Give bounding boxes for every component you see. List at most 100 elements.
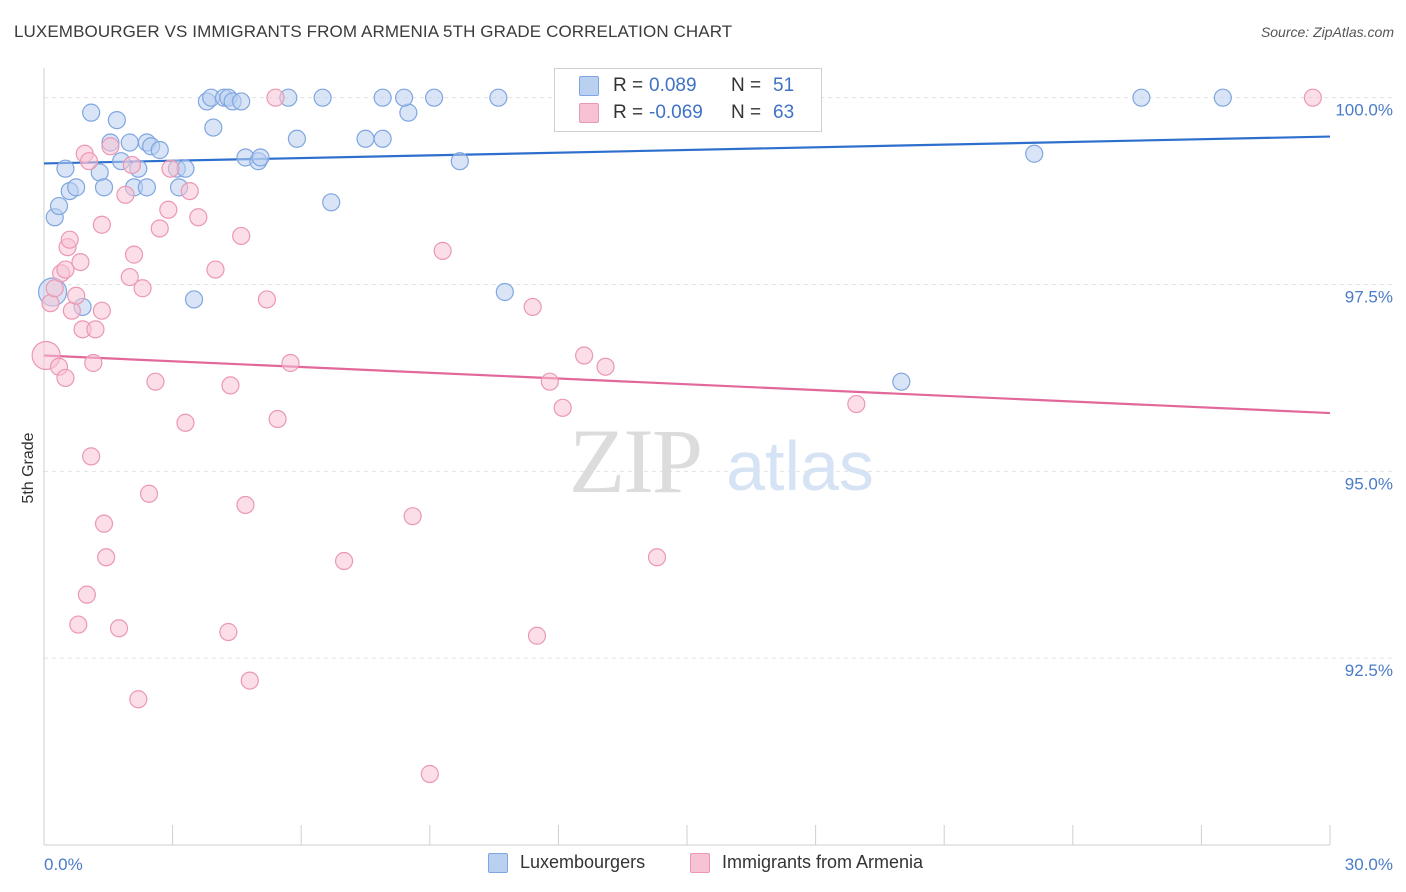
y-tick-label: 97.5% — [1345, 288, 1393, 307]
armenia-point — [527, 626, 547, 645]
armenia-point — [403, 507, 422, 526]
axes — [43, 68, 1331, 846]
armenia-point — [92, 215, 111, 234]
armenia-point — [101, 137, 120, 156]
armenia-point — [56, 260, 75, 279]
armenia-point — [139, 484, 159, 503]
r-value: -0.069 — [649, 102, 703, 123]
armenia-point — [120, 267, 139, 287]
armenia-point — [847, 394, 866, 414]
source-label: Source: ZipAtlas.com — [1260, 24, 1394, 40]
armenia-point — [92, 301, 111, 320]
armenia-point — [553, 398, 572, 417]
n-value: 63 — [773, 102, 795, 123]
y-tick-label: 95.0% — [1345, 474, 1393, 493]
armenia-point — [41, 294, 60, 313]
luxembourger-point — [356, 129, 375, 148]
luxembourger-point — [94, 178, 114, 197]
armenia-trend-line — [43, 354, 1331, 415]
luxembourger-point — [424, 88, 444, 107]
luxembourger-point — [399, 103, 418, 122]
armenia-point — [266, 88, 285, 107]
armenia-point — [45, 279, 64, 298]
gridlines — [44, 97, 1392, 659]
armenia-point — [77, 585, 96, 604]
armenia-point — [133, 279, 152, 298]
armenia-point — [94, 514, 114, 533]
armenia-point — [420, 764, 439, 784]
luxembourger-point — [184, 290, 204, 309]
luxembourger-point — [82, 103, 101, 122]
armenia-point — [176, 413, 195, 432]
luxembourger-point — [67, 178, 86, 197]
luxembourger-point — [56, 159, 75, 178]
luxembourger-point — [1213, 88, 1232, 107]
armenia-point — [232, 226, 251, 246]
armenia-point — [180, 181, 199, 201]
armenia-point — [221, 376, 240, 395]
blue-swatch-icon — [579, 76, 599, 96]
luxembourger-point — [373, 129, 392, 148]
luxembourger-point — [150, 140, 169, 160]
pink-swatch-icon — [579, 103, 599, 123]
luxembourger-point — [892, 372, 911, 391]
y-tick-label: 100.0% — [1335, 101, 1393, 120]
armenia-point — [79, 152, 99, 171]
legend-row-luxembourgers: R = 0.089 N = 51 — [579, 74, 794, 98]
x-tick-label: 30.0% — [1345, 855, 1393, 874]
watermark-atlas: atlas — [726, 427, 874, 505]
luxembourger-point — [137, 178, 156, 197]
armenia-point — [540, 372, 559, 391]
luxembourger-point — [313, 88, 332, 107]
armenia-point — [62, 301, 81, 320]
chart-title: LUXEMBOURGER VS IMMIGRANTS FROM ARMENIA … — [14, 22, 733, 41]
armenia-point — [206, 260, 225, 279]
luxembourger-point — [322, 193, 341, 212]
armenia-point — [575, 346, 594, 365]
luxembourger-point — [49, 196, 69, 216]
armenia-point — [161, 159, 180, 178]
luxembourger-point — [1025, 144, 1044, 163]
armenia-point — [268, 409, 287, 429]
armenia-point — [219, 622, 238, 642]
armenia-point — [71, 252, 90, 272]
legend-item-luxembourgers[interactable]: Luxembourgers — [488, 852, 645, 873]
armenia-point — [116, 185, 135, 204]
luxembourger-point — [120, 133, 139, 152]
watermark: ZIP atlas — [569, 410, 874, 512]
legend-item-armenia[interactable]: Immigrants from Armenia — [690, 852, 923, 873]
armenia-point — [159, 200, 178, 219]
r-label: R = — [613, 102, 644, 123]
armenia-point — [596, 357, 615, 376]
armenia-point — [1303, 88, 1322, 107]
armenia-point — [146, 372, 165, 391]
armenia-point — [67, 286, 86, 305]
luxembourger-point — [204, 118, 223, 137]
legend-row-armenia: R = -0.069 N = 63 — [579, 101, 794, 125]
armenia-point — [236, 495, 255, 515]
luxembourger-point — [107, 111, 126, 130]
trend-lines — [43, 135, 1331, 415]
y-tick-label: 92.5% — [1345, 661, 1393, 680]
armenia-point — [240, 671, 259, 690]
n-value: 51 — [773, 75, 795, 96]
armenia-point — [189, 208, 208, 227]
armenia-point — [69, 615, 88, 634]
armenia-point — [60, 230, 79, 249]
armenia-point — [281, 353, 300, 373]
luxembourger-point — [251, 148, 270, 167]
armenia-point — [523, 297, 542, 317]
n-label: N = — [731, 102, 762, 123]
luxembourger-point — [450, 152, 469, 171]
legend-label: Luxembourgers — [520, 852, 646, 872]
watermark-zip: ZIP — [569, 410, 701, 512]
armenia-point — [124, 245, 144, 264]
luxembourger-point — [394, 88, 414, 107]
armenia-point — [122, 155, 141, 175]
armenia-point — [84, 353, 103, 373]
luxembourger-point — [373, 88, 392, 107]
armenia-point — [257, 290, 277, 309]
armenia-point — [129, 690, 148, 709]
series-legend: Luxembourgers Immigrants from Armenia — [0, 852, 1406, 878]
